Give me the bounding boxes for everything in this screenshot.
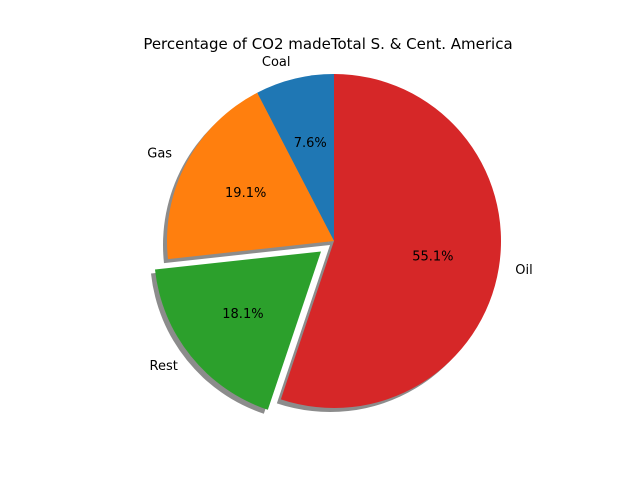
slice-label-coal: Coal (262, 55, 291, 70)
slice-label-rest: Rest (150, 359, 178, 374)
slice-percent-coal: 7.6% (294, 136, 327, 151)
slice-label-gas: Gas (147, 147, 172, 162)
pie-slice-gas (167, 92, 334, 260)
pie-slice-oil (280, 74, 502, 409)
pie-slice-coal (257, 74, 334, 241)
slice-percent-oil: 55.1% (412, 250, 453, 265)
chart-title: Percentage of CO2 madeTotal S. & Cent. A… (143, 35, 512, 53)
slice-percent-rest: 18.1% (222, 307, 263, 322)
slice-percent-gas: 19.1% (225, 186, 266, 201)
slice-label-oil: Oil (515, 263, 532, 278)
slice-labels: Coal 7.6% Gas 19.1% Rest 18.1% Oil 55.1% (147, 55, 532, 374)
pie-slice-rest (154, 251, 321, 410)
pie-slices (154, 74, 502, 410)
